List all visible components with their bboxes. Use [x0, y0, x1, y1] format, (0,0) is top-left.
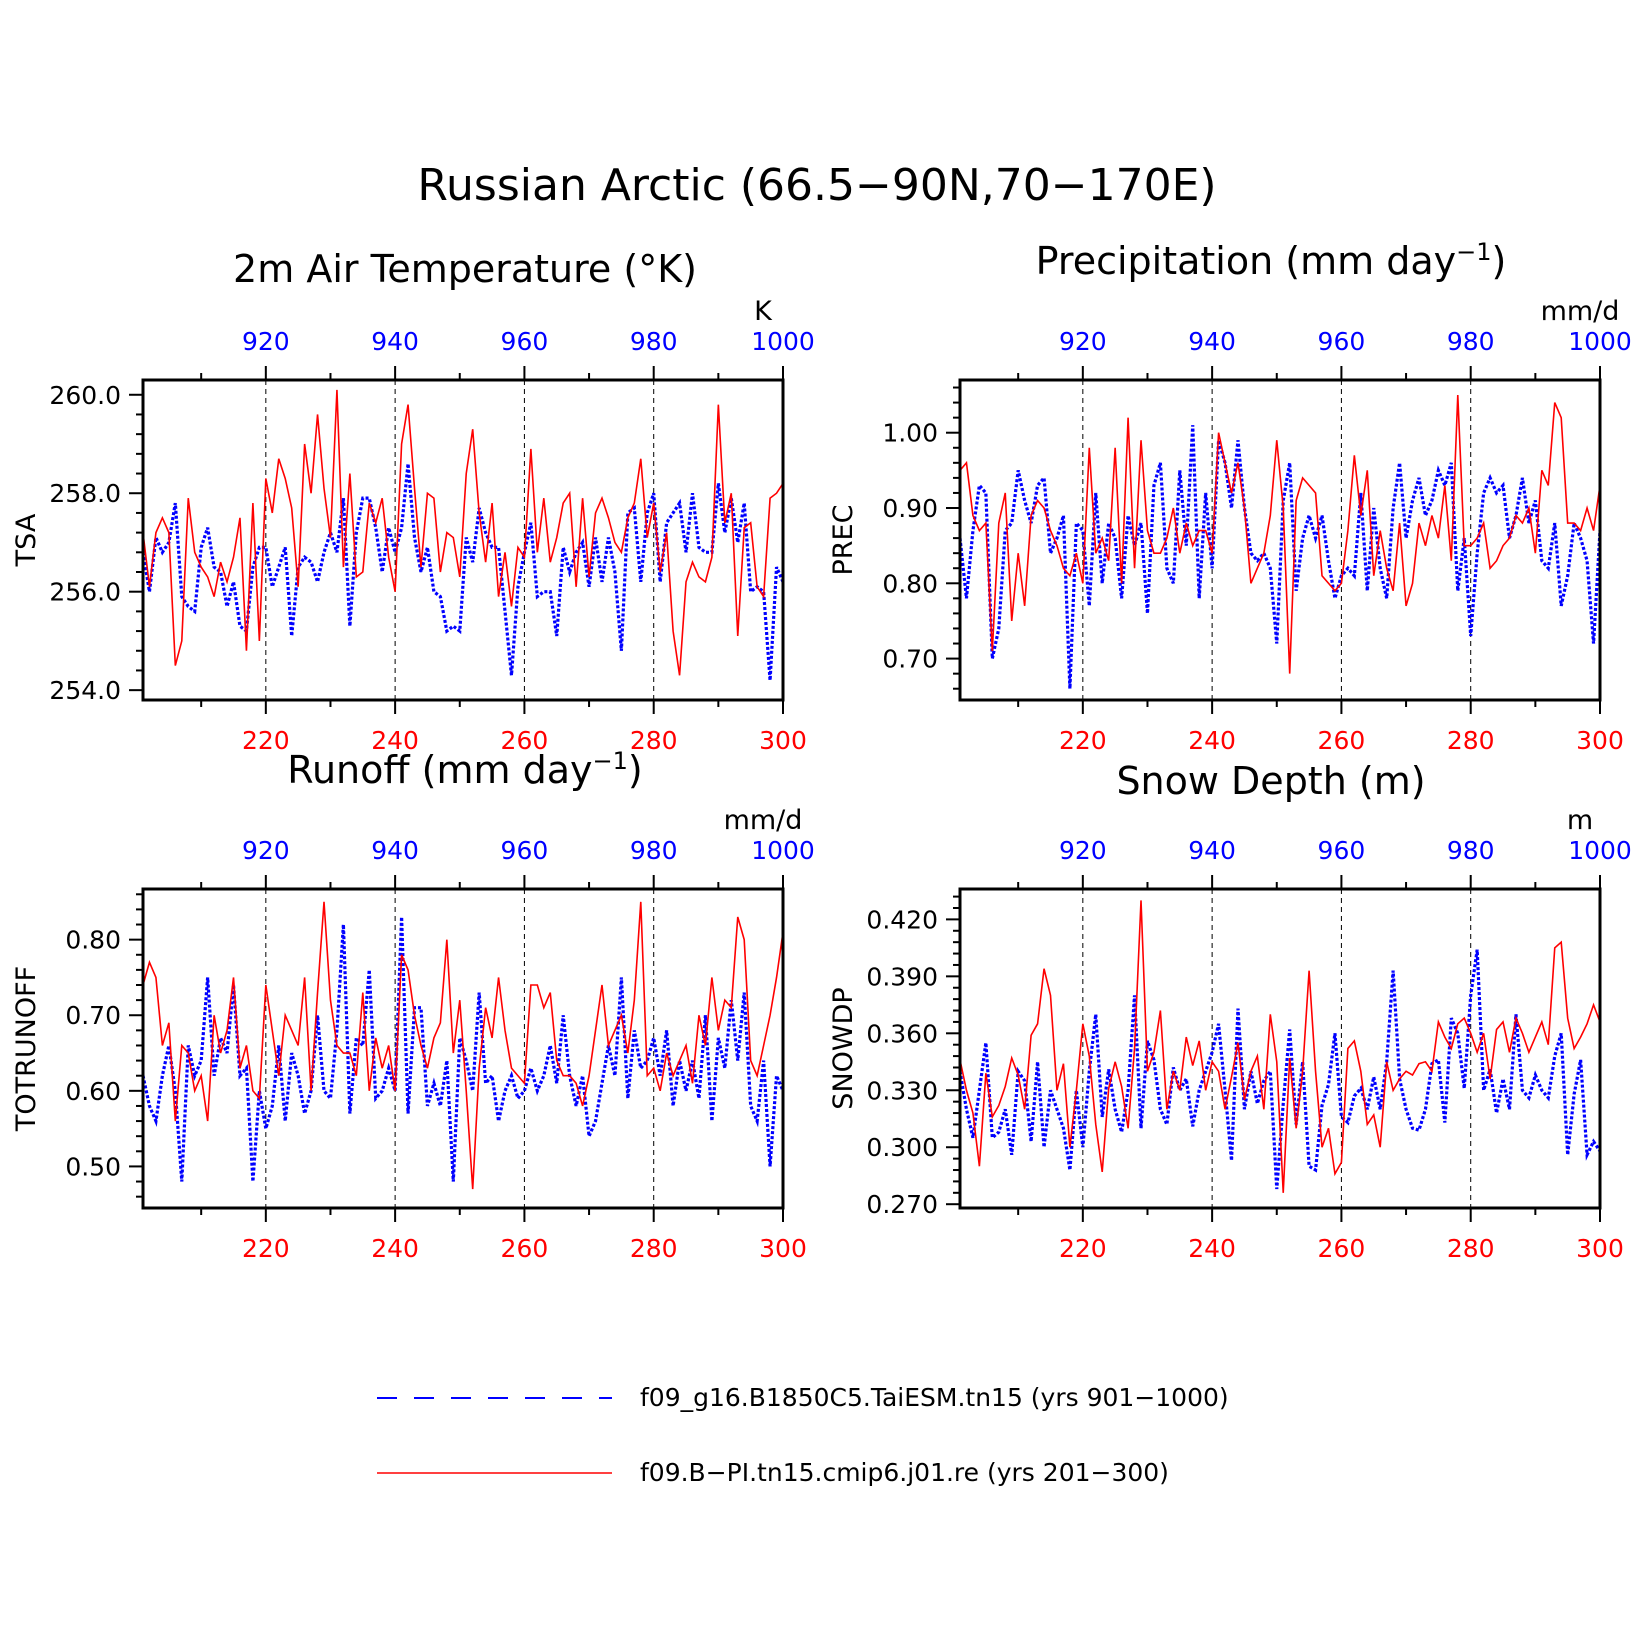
x-top-tick-label: 960 [501, 836, 549, 865]
plot-frame [958, 887, 1602, 1210]
x-bottom-tick-label: 220 [242, 1234, 290, 1263]
unit-label: m [1567, 805, 1593, 836]
panel-snow-depth: Snow Depth (m) 0.270 0.300 0.330 0.360 0.390… [828, 759, 1632, 1263]
x-bottom-tick-label: 240 [371, 1234, 419, 1263]
x-bottom-tick-label: 300 [759, 1234, 807, 1263]
y-axis-label: SNOWDP [828, 987, 859, 1109]
unit-label: mm/d [724, 805, 803, 836]
x-top-tick-label: 940 [371, 836, 419, 865]
y-tick-label: 0.80 [882, 569, 938, 598]
x-bottom-tick-label: 260 [1318, 726, 1366, 755]
unit-label: K [754, 296, 773, 327]
panel-title: Precipitation (mm day−1) [1036, 238, 1507, 283]
y-tick-label: 258.0 [49, 479, 121, 508]
y-tick-label: 0.270 [866, 1190, 938, 1219]
x-bottom-tick-label: 240 [1188, 726, 1236, 755]
x-top-tick-label: 1000 [1568, 836, 1632, 865]
y-tick-label: 0.330 [866, 1076, 938, 1105]
y-tick-label: 0.420 [866, 905, 938, 934]
series-case-line [142, 901, 784, 1190]
series-case-line [959, 395, 1601, 674]
y-tick-label: 256.0 [49, 578, 121, 607]
y-axis-label: TOTRUNOFF [11, 966, 42, 1132]
y-tick-label: 0.70 [65, 1001, 121, 1030]
panel-title: Snow Depth (m) [1116, 759, 1425, 803]
x-bottom-tick-label: 220 [1059, 1234, 1107, 1263]
panel-runoff: Runoff (mm day−1) 0.50 0.60 0.70 0.80 220 240… [11, 747, 815, 1263]
x-top-tick-label: 940 [1188, 836, 1236, 865]
panel-precipitation: Precipitation (mm day−1) 0.70 0.80 0.90 1.0… [828, 238, 1632, 755]
series-ctrl-line [958, 949, 1602, 1190]
x-bottom-tick-label: 260 [501, 1234, 549, 1263]
main-title: Russian Arctic (66.5−90N,70−170E) [417, 160, 1216, 211]
x-bottom-tick-label: 240 [371, 726, 419, 755]
x-bottom-tick-label: 280 [1447, 726, 1495, 755]
y-tick-label: 0.390 [866, 962, 938, 991]
plot-frame [141, 378, 785, 702]
x-top-tick-label: 920 [242, 327, 290, 356]
x-bottom-tick-label: 220 [1059, 726, 1107, 755]
x-bottom-tick-label: 280 [630, 726, 678, 755]
y-tick-label: 260.0 [49, 381, 121, 410]
series-case-line [142, 389, 784, 676]
x-bottom-tick-label: 280 [1447, 1234, 1495, 1263]
x-top-tick-label: 980 [1447, 836, 1495, 865]
y-tick-label: 254.0 [49, 676, 121, 705]
y-tick-label: 0.70 [882, 645, 938, 674]
panel-air-temperature: 2m Air Temperature (°K) 254.0 256.0 258.0 2… [11, 247, 815, 755]
x-top-tick-label: 980 [630, 327, 678, 356]
x-top-tick-label: 920 [1059, 327, 1107, 356]
x-top-tick-label: 940 [1188, 327, 1236, 356]
unit-label: mm/d [1541, 296, 1620, 327]
y-tick-label: 0.300 [866, 1133, 938, 1162]
x-top-tick-label: 980 [630, 836, 678, 865]
y-tick-label: 0.50 [65, 1152, 121, 1181]
x-bottom-tick-label: 300 [759, 726, 807, 755]
x-bottom-tick-label: 300 [1576, 726, 1624, 755]
plot-frame [958, 378, 1602, 702]
y-tick-label: 0.90 [882, 494, 938, 523]
series-ctrl-line [141, 463, 785, 681]
x-bottom-tick-label: 260 [501, 726, 549, 755]
x-bottom-tick-label: 220 [242, 726, 290, 755]
series-ctrl-line [958, 425, 1602, 689]
x-top-tick-label: 1000 [1568, 327, 1632, 356]
x-bottom-tick-label: 240 [1188, 1234, 1236, 1263]
x-bottom-tick-label: 300 [1576, 1234, 1624, 1263]
series-case-line [959, 900, 1601, 1193]
y-tick-label: 1.00 [882, 419, 938, 448]
y-axis-label: TSA [11, 513, 42, 567]
plot-frame [141, 887, 785, 1210]
x-top-tick-label: 1000 [751, 327, 815, 356]
legend-ctrl-label: f09_g16.B1850C5.TaiESM.tn15 (yrs 901−100… [640, 1383, 1229, 1412]
y-tick-label: 0.60 [65, 1077, 121, 1106]
x-top-tick-label: 960 [501, 327, 549, 356]
panel-title: 2m Air Temperature (°K) [233, 247, 697, 291]
y-tick-label: 0.80 [65, 926, 121, 955]
x-top-tick-label: 960 [1318, 327, 1366, 356]
panel-title: Runoff (mm day−1) [287, 747, 642, 792]
x-top-tick-label: 980 [1447, 327, 1495, 356]
legend-case-label: f09.B−PI.tn15.cmip6.j01.re (yrs 201−300) [640, 1458, 1169, 1487]
x-bottom-tick-label: 280 [630, 1234, 678, 1263]
y-axis-label: PREC [828, 505, 859, 576]
x-top-tick-label: 1000 [751, 836, 815, 865]
x-top-tick-label: 920 [242, 836, 290, 865]
y-tick-label: 0.360 [866, 1019, 938, 1048]
x-top-tick-label: 960 [1318, 836, 1366, 865]
legend: f09_g16.B1850C5.TaiESM.tn15 (yrs 901−100… [377, 1383, 1229, 1487]
x-bottom-tick-label: 260 [1318, 1234, 1366, 1263]
x-top-tick-label: 920 [1059, 836, 1107, 865]
x-top-tick-label: 940 [371, 327, 419, 356]
